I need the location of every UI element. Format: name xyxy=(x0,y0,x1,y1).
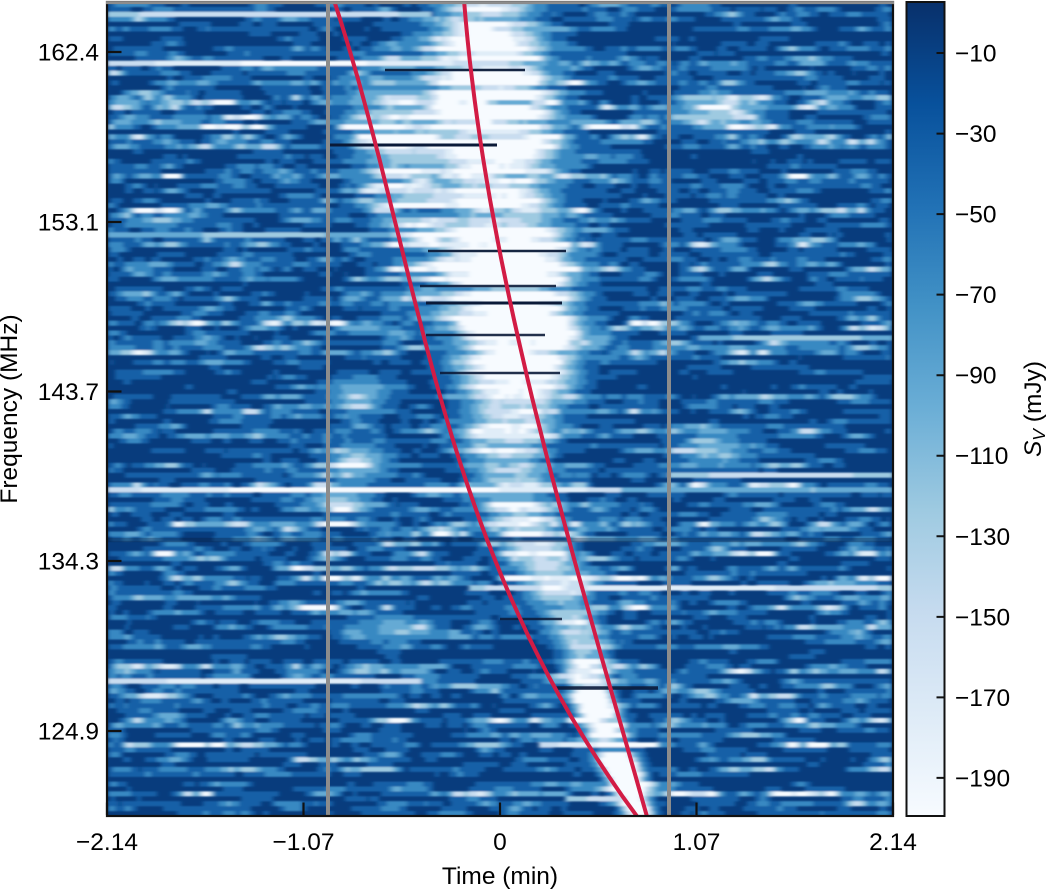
svg-text:134.3: 134.3 xyxy=(38,549,99,576)
svg-text:−2.14: −2.14 xyxy=(76,829,138,856)
svg-text:Time (min): Time (min) xyxy=(442,863,558,890)
svg-text:−10: −10 xyxy=(955,41,997,68)
svg-text:−1.07: −1.07 xyxy=(273,829,335,856)
svg-text:−90: −90 xyxy=(955,363,997,390)
svg-text:124.9: 124.9 xyxy=(38,719,99,746)
svg-text:−30: −30 xyxy=(955,121,997,148)
svg-text:−190: −190 xyxy=(955,765,1010,792)
svg-text:SV (mJy): SV (mJy) xyxy=(1020,361,1049,457)
svg-text:−50: −50 xyxy=(955,202,997,229)
svg-text:162.4: 162.4 xyxy=(38,40,99,67)
svg-text:−70: −70 xyxy=(955,282,997,309)
svg-text:0: 0 xyxy=(493,829,507,856)
svg-text:153.1: 153.1 xyxy=(38,210,99,237)
svg-text:−110: −110 xyxy=(955,443,1008,470)
svg-text:−170: −170 xyxy=(955,685,1010,712)
svg-text:143.7: 143.7 xyxy=(38,379,99,406)
svg-text:1.07: 1.07 xyxy=(673,829,721,856)
svg-text:Frequency (MHz): Frequency (MHz) xyxy=(0,314,23,503)
svg-text:−130: −130 xyxy=(955,524,1010,551)
svg-text:−150: −150 xyxy=(955,604,1010,631)
svg-text:2.14: 2.14 xyxy=(869,829,917,856)
